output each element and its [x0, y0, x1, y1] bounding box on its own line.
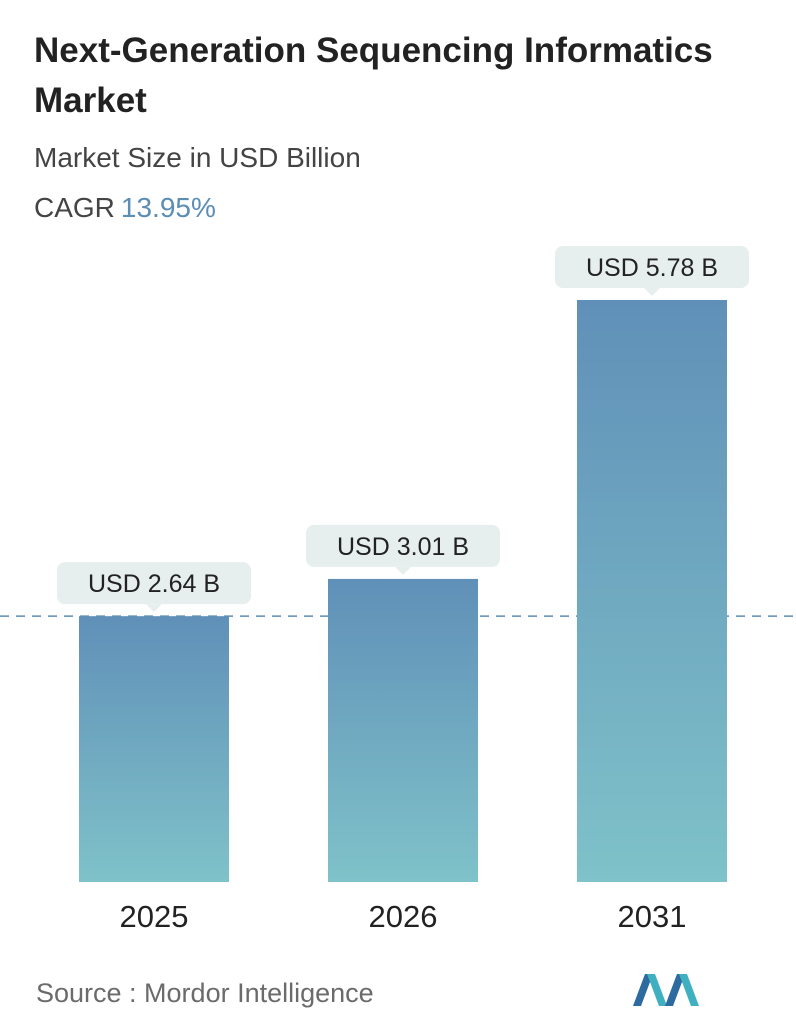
- x-tick-label-2025: 2025: [120, 899, 189, 934]
- chart-title: Next-Generation Sequencing Informatics M…: [34, 31, 713, 120]
- cagr-value: 13.95%: [120, 192, 216, 223]
- x-tick-label-2031: 2031: [618, 899, 687, 934]
- source-note: Source : Mordor Intelligence: [36, 978, 374, 1008]
- data-label-2025: USD 2.64 B: [88, 570, 220, 598]
- x-tick-label-2026: 2026: [369, 899, 438, 934]
- bar-2031: [577, 300, 727, 882]
- bar-2025: [79, 616, 229, 882]
- data-label-2031: USD 5.78 B: [586, 254, 718, 282]
- cagr-label: CAGR: [34, 192, 115, 223]
- value-callout-2026: USD 3.01 B: [306, 524, 500, 575]
- data-label-2026: USD 3.01 B: [337, 533, 469, 561]
- bar-2026: [328, 578, 478, 882]
- chart-subtitle: Market Size in USD Billion: [34, 142, 361, 173]
- bar-chart: USD 2.64 B 2025 USD 3.01 B 2026 USD 5.78 B 20…: [0, 246, 796, 934]
- mordor-intelligence-logo-icon: [633, 974, 699, 1006]
- value-callout-2025: USD 2.64 B: [57, 562, 251, 613]
- cagr-line: CAGR 13.95%: [34, 190, 216, 226]
- value-callout-2031: USD 5.78 B: [555, 246, 749, 296]
